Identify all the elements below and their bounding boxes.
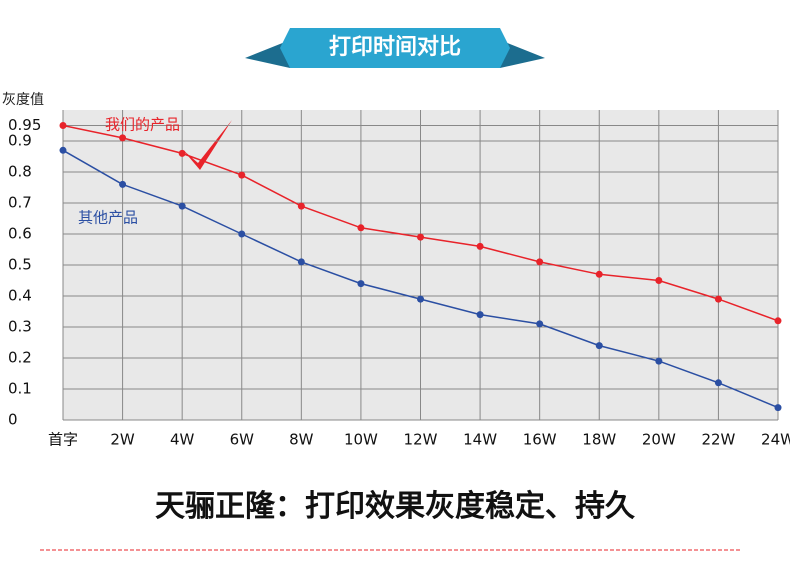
y-tick-label: 0.7 <box>8 194 32 212</box>
series-label: 我们的产品 <box>105 116 180 134</box>
y-tick-label: 0.8 <box>8 163 32 181</box>
data-point <box>655 277 663 284</box>
x-tick-label: 22W <box>701 431 735 449</box>
x-tick-label: 6W <box>230 431 255 449</box>
caption: 天骊正隆：打印效果灰度稳定、持久 <box>155 489 635 524</box>
x-tick-label: 20W <box>642 431 676 449</box>
data-point <box>536 258 544 266</box>
data-point <box>476 242 484 250</box>
y-tick-label: 0.3 <box>8 318 32 336</box>
data-point <box>417 233 424 241</box>
series-label: 其他产品 <box>78 209 138 227</box>
y-tick-label: 0.9 <box>8 132 32 150</box>
data-point <box>238 230 246 238</box>
y-tick-label: 0.5 <box>8 256 32 274</box>
data-point <box>297 258 305 266</box>
y-tick-label: 0 <box>8 411 18 429</box>
data-point <box>714 379 722 387</box>
x-tick-label: 24W <box>761 431 790 449</box>
data-point <box>119 134 127 142</box>
x-tick-label: 8W <box>289 431 314 449</box>
data-point <box>655 357 663 365</box>
data-point <box>714 295 722 303</box>
data-point <box>59 122 67 129</box>
banner: 打印时间对比 <box>245 28 545 68</box>
x-tick-label: 12W <box>404 431 438 449</box>
y-tick-label: 0.95 <box>8 116 41 134</box>
banner-box <box>280 28 510 68</box>
data-point <box>774 404 782 412</box>
y-tick-label: 0.6 <box>8 225 32 243</box>
y-tick-label: 0.2 <box>8 349 32 367</box>
data-point <box>178 149 186 157</box>
data-point <box>357 280 365 288</box>
x-tick-label: 10W <box>344 431 378 449</box>
data-point <box>476 311 484 319</box>
data-point <box>595 270 603 278</box>
banner-title: 打印时间对比 <box>329 34 461 60</box>
data-point <box>297 202 305 210</box>
data-point <box>774 317 782 325</box>
x-tick-label: 4W <box>170 431 195 449</box>
x-tick-label: 14W <box>463 431 497 449</box>
x-tick-label: 2W <box>110 431 135 449</box>
data-point <box>119 180 127 188</box>
x-tick-label: 首字 <box>48 431 78 449</box>
data-point <box>595 342 603 350</box>
y-axis-label: 灰度值 <box>2 92 44 108</box>
data-point <box>59 146 67 154</box>
data-point <box>238 171 246 179</box>
data-point <box>357 224 365 232</box>
y-tick-label: 0.1 <box>8 380 32 398</box>
y-tick-label: 0.4 <box>8 287 32 305</box>
x-tick-label: 16W <box>523 431 557 449</box>
x-tick-label: 18W <box>582 431 616 449</box>
data-point <box>178 202 186 210</box>
data-point <box>536 320 544 328</box>
data-point <box>417 295 424 303</box>
